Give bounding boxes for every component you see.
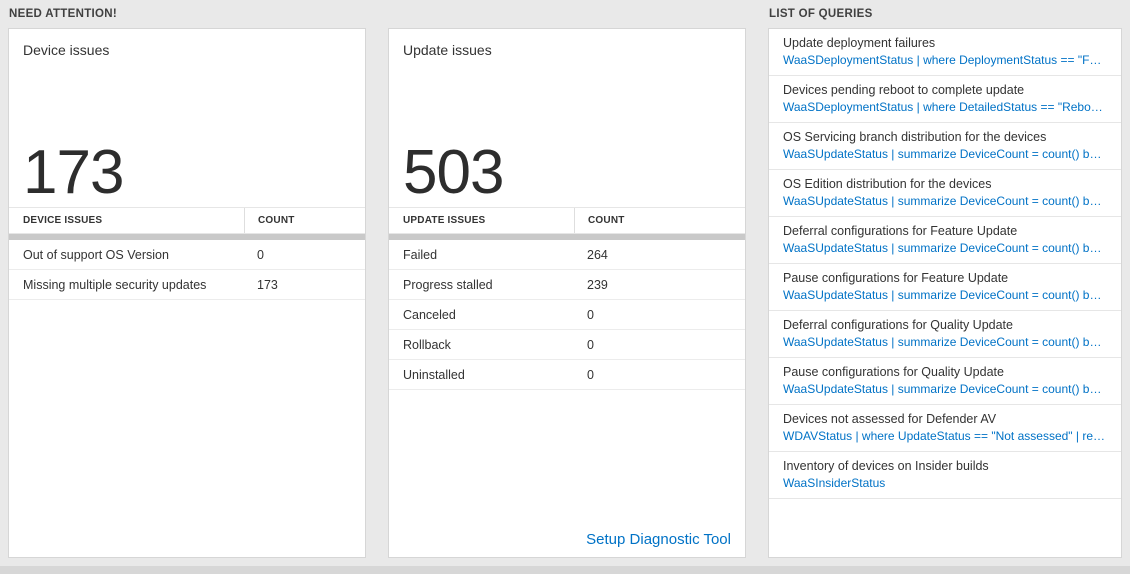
device-issues-column-header: DEVICE ISSUES	[23, 215, 103, 226]
device-issues-table: Out of support OS Version 0 Missing mult…	[9, 240, 365, 300]
query-title: Deferral configurations for Feature Upda…	[783, 224, 1018, 238]
query-link[interactable]: WaaSUpdateStatus | summarize DeviceCount…	[783, 194, 1107, 208]
query-title: Update deployment failures	[783, 36, 936, 50]
query-list-panel: Update deployment failures WaaSDeploymen…	[768, 28, 1122, 558]
query-list-item[interactable]: Update deployment failures WaaSDeploymen…	[769, 29, 1121, 76]
queries-section: LIST OF QUERIES Update deployment failur…	[768, 5, 1122, 558]
issue-label: Canceled	[403, 307, 456, 322]
dashboard-page: NEED ATTENTION! Device issues 173 DEVICE…	[8, 5, 1122, 558]
query-title: OS Servicing branch distribution for the…	[783, 130, 1047, 144]
query-title: Pause configurations for Quality Update	[783, 365, 1004, 379]
table-row[interactable]: Progress stalled 239	[389, 270, 745, 300]
query-list-item[interactable]: Devices pending reboot to complete updat…	[769, 76, 1121, 123]
device-card-title: Device issues	[23, 42, 110, 58]
count-column-header: COUNT	[574, 208, 745, 233]
query-link[interactable]: WaaSDeploymentStatus | where DetailedSta…	[783, 100, 1107, 114]
query-title: Devices not assessed for Defender AV	[783, 412, 997, 426]
query-link[interactable]: WaaSInsiderStatus	[783, 476, 886, 490]
issue-label: Uninstalled	[403, 367, 465, 382]
query-title: Deferral configurations for Quality Upda…	[783, 318, 1013, 332]
query-link[interactable]: WaaSUpdateStatus | summarize DeviceCount…	[783, 241, 1107, 255]
update-table-header: UPDATE ISSUES COUNT	[389, 207, 745, 234]
query-title: OS Edition distribution for the devices	[783, 177, 992, 191]
query-link[interactable]: WaaSDeploymentStatus | where DeploymentS…	[783, 53, 1107, 67]
table-row[interactable]: Canceled 0	[389, 300, 745, 330]
table-scrollbar[interactable]	[389, 234, 745, 240]
table-row[interactable]: Uninstalled 0	[389, 360, 745, 390]
need-attention-heading: NEED ATTENTION!	[9, 8, 117, 20]
device-table-header: DEVICE ISSUES COUNT	[9, 207, 365, 234]
horizontal-scrollbar[interactable]	[0, 566, 1130, 574]
issue-count: 264	[587, 247, 608, 262]
query-list-item[interactable]: Pause configurations for Feature Update …	[769, 264, 1121, 311]
issue-count: 173	[257, 277, 278, 292]
issue-count: 239	[587, 277, 608, 292]
query-title: Devices pending reboot to complete updat…	[783, 83, 1025, 97]
issue-label: Missing multiple security updates	[23, 277, 207, 292]
issue-count: 0	[587, 367, 594, 382]
query-link[interactable]: WDAVStatus | where UpdateStatus == "Not …	[783, 429, 1107, 443]
query-link[interactable]: WaaSUpdateStatus | summarize DeviceCount…	[783, 382, 1107, 396]
query-title: Pause configurations for Feature Update	[783, 271, 1009, 285]
issue-label: Rollback	[403, 337, 451, 352]
query-link[interactable]: WaaSUpdateStatus | summarize DeviceCount…	[783, 147, 1107, 161]
issue-count: 0	[587, 337, 594, 352]
cards-row: Device issues 173 DEVICE ISSUES COUNT Ou…	[8, 28, 746, 558]
need-attention-section: NEED ATTENTION! Device issues 173 DEVICE…	[8, 5, 746, 558]
query-link[interactable]: WaaSUpdateStatus | summarize DeviceCount…	[783, 288, 1107, 302]
table-row[interactable]: Out of support OS Version 0	[9, 240, 365, 270]
query-list-item[interactable]: Inventory of devices on Insider builds W…	[769, 452, 1121, 499]
table-row[interactable]: Failed 264	[389, 240, 745, 270]
device-issues-card: Device issues 173 DEVICE ISSUES COUNT Ou…	[8, 28, 366, 558]
issue-count: 0	[257, 247, 264, 262]
query-list-item[interactable]: Devices not assessed for Defender AV WDA…	[769, 405, 1121, 452]
update-card-top: Update issues 503	[389, 29, 745, 207]
issue-count: 0	[587, 307, 594, 322]
query-list-item[interactable]: OS Edition distribution for the devices …	[769, 170, 1121, 217]
update-issues-card: Update issues 503 UPDATE ISSUES COUNT Fa…	[388, 28, 746, 558]
table-row[interactable]: Rollback 0	[389, 330, 745, 360]
list-of-queries-heading: LIST OF QUERIES	[769, 8, 873, 20]
update-issues-total[interactable]: 503	[403, 137, 504, 207]
device-card-top: Device issues 173	[9, 29, 365, 207]
count-column-header: COUNT	[244, 208, 365, 233]
issue-label: Progress stalled	[403, 277, 493, 292]
update-card-title: Update issues	[403, 42, 492, 58]
table-scrollbar[interactable]	[9, 234, 365, 240]
table-row[interactable]: Missing multiple security updates 173	[9, 270, 365, 300]
device-issues-total[interactable]: 173	[23, 137, 124, 207]
issue-label: Out of support OS Version	[23, 247, 169, 262]
setup-diagnostic-tool-link[interactable]: Setup Diagnostic Tool	[586, 531, 731, 548]
query-link[interactable]: WaaSUpdateStatus | summarize DeviceCount…	[783, 335, 1107, 349]
query-list-item[interactable]: Pause configurations for Quality Update …	[769, 358, 1121, 405]
update-issues-table: Failed 264 Progress stalled 239 Canceled…	[389, 240, 745, 390]
query-list-item[interactable]: Deferral configurations for Feature Upda…	[769, 217, 1121, 264]
query-title: Inventory of devices on Insider builds	[783, 459, 989, 473]
query-list-item[interactable]: OS Servicing branch distribution for the…	[769, 123, 1121, 170]
issue-label: Failed	[403, 247, 438, 262]
query-list-item[interactable]: Deferral configurations for Quality Upda…	[769, 311, 1121, 358]
update-issues-column-header: UPDATE ISSUES	[403, 215, 486, 226]
